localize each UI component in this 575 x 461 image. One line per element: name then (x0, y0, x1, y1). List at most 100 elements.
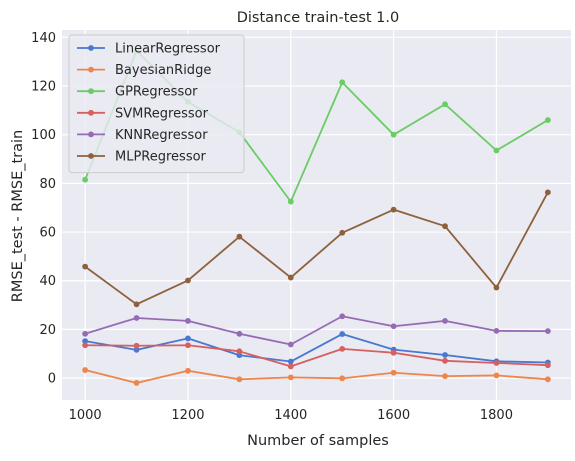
data-point (390, 206, 397, 213)
data-point (133, 315, 140, 321)
legend-marker (88, 131, 94, 138)
data-point (493, 284, 500, 291)
x-tick-label: 1000 (69, 408, 102, 423)
data-point (236, 330, 243, 337)
data-point (544, 376, 551, 383)
series-BayesianRidge (82, 367, 551, 386)
series-line (84, 191, 549, 306)
data-point (339, 331, 346, 337)
data-point (339, 375, 346, 382)
x-tick-label: 1800 (480, 408, 513, 423)
data-point (493, 147, 500, 154)
legend-marker (88, 153, 94, 159)
x-tick-label: 1400 (274, 408, 307, 423)
legend-item: BayesianRidge (77, 63, 211, 78)
legend-label: BayesianRidge (115, 63, 211, 78)
data-point (544, 189, 551, 196)
legend-item: MLPRegressor (77, 150, 207, 165)
grid-lines (62, 30, 571, 400)
series-line (84, 333, 548, 364)
y-tick-label: 100 (31, 128, 56, 143)
data-point (82, 342, 89, 349)
legend-marker (88, 88, 94, 95)
data-point (236, 348, 243, 355)
chart-title: Distance train-test 1.0 (237, 10, 400, 26)
y-tick-label: 20 (39, 323, 56, 338)
data-point (236, 376, 243, 383)
data-point (287, 358, 294, 365)
x-tick-label: 1600 (377, 408, 410, 423)
data-point (82, 176, 89, 183)
legend-item: GPRegressor (77, 85, 198, 100)
y-tick-label: 40 (39, 274, 56, 289)
data-point (390, 369, 397, 376)
data-point (544, 328, 551, 335)
data-point (185, 277, 191, 284)
data-point (339, 229, 346, 236)
legend-item: LinearRegressor (77, 42, 221, 57)
y-tick-label: 60 (39, 226, 56, 241)
data-point (236, 233, 243, 240)
legend-item: SVMRegressor (77, 106, 209, 121)
series-line (85, 344, 548, 368)
data-point (185, 335, 191, 342)
data-point (82, 330, 89, 337)
legend-label: MLPRegressor (115, 150, 207, 165)
data-point (493, 372, 500, 379)
data-point (287, 374, 294, 381)
series-line (84, 315, 548, 346)
series-layer (82, 47, 551, 386)
data-point (185, 342, 191, 349)
data-point (185, 317, 191, 324)
data-point (82, 338, 89, 344)
data-point (544, 117, 551, 123)
data-point (133, 342, 140, 349)
legend-label: KNNRegressor (115, 128, 208, 143)
data-point (287, 341, 294, 348)
series-line (84, 369, 548, 384)
legend-label: GPRegressor (115, 85, 198, 100)
legend-item: KNNRegressor (77, 128, 208, 143)
series-SVMRegressor (82, 342, 551, 370)
tick-labels: 1000 1200 1400 1600 1800 0 20 40 60 80 100 120 140 (31, 31, 513, 423)
y-tick-label: 80 (39, 177, 56, 192)
data-point (287, 274, 294, 281)
data-point (442, 373, 448, 380)
data-point (287, 198, 294, 205)
legend-marker (88, 109, 94, 116)
data-point (339, 313, 346, 320)
data-point (82, 367, 89, 373)
data-point (82, 263, 89, 270)
data-point (442, 357, 448, 364)
data-point (442, 101, 448, 108)
legend-marker (88, 66, 94, 73)
data-point (185, 367, 191, 374)
data-point (442, 317, 448, 324)
data-point (390, 323, 397, 330)
data-point (390, 131, 397, 138)
series-KNNRegressor (82, 313, 551, 348)
legend-box (68, 34, 245, 174)
data-point (133, 346, 140, 353)
x-tick-label: 1200 (171, 408, 204, 423)
series-MLPRegressor (82, 189, 551, 308)
data-point (287, 363, 294, 370)
data-point (493, 360, 500, 366)
data-point (493, 327, 500, 334)
legend-label: SVMRegressor (115, 106, 209, 121)
legend-marker (88, 45, 94, 51)
data-point (390, 349, 397, 356)
legend-label: LinearRegressor (115, 42, 221, 57)
y-tick-label: 120 (31, 79, 56, 94)
y-tick-label: 140 (31, 31, 56, 46)
y-tick-label: 0 (48, 372, 56, 387)
data-point (133, 301, 140, 308)
data-point (442, 352, 448, 358)
data-point (133, 380, 140, 386)
data-point (544, 362, 551, 369)
x-axis-label: Number of samples (247, 433, 389, 449)
y-axis-label: RMSE_test - RMSE_train (10, 130, 26, 302)
data-point (339, 345, 346, 352)
data-point (339, 79, 346, 86)
